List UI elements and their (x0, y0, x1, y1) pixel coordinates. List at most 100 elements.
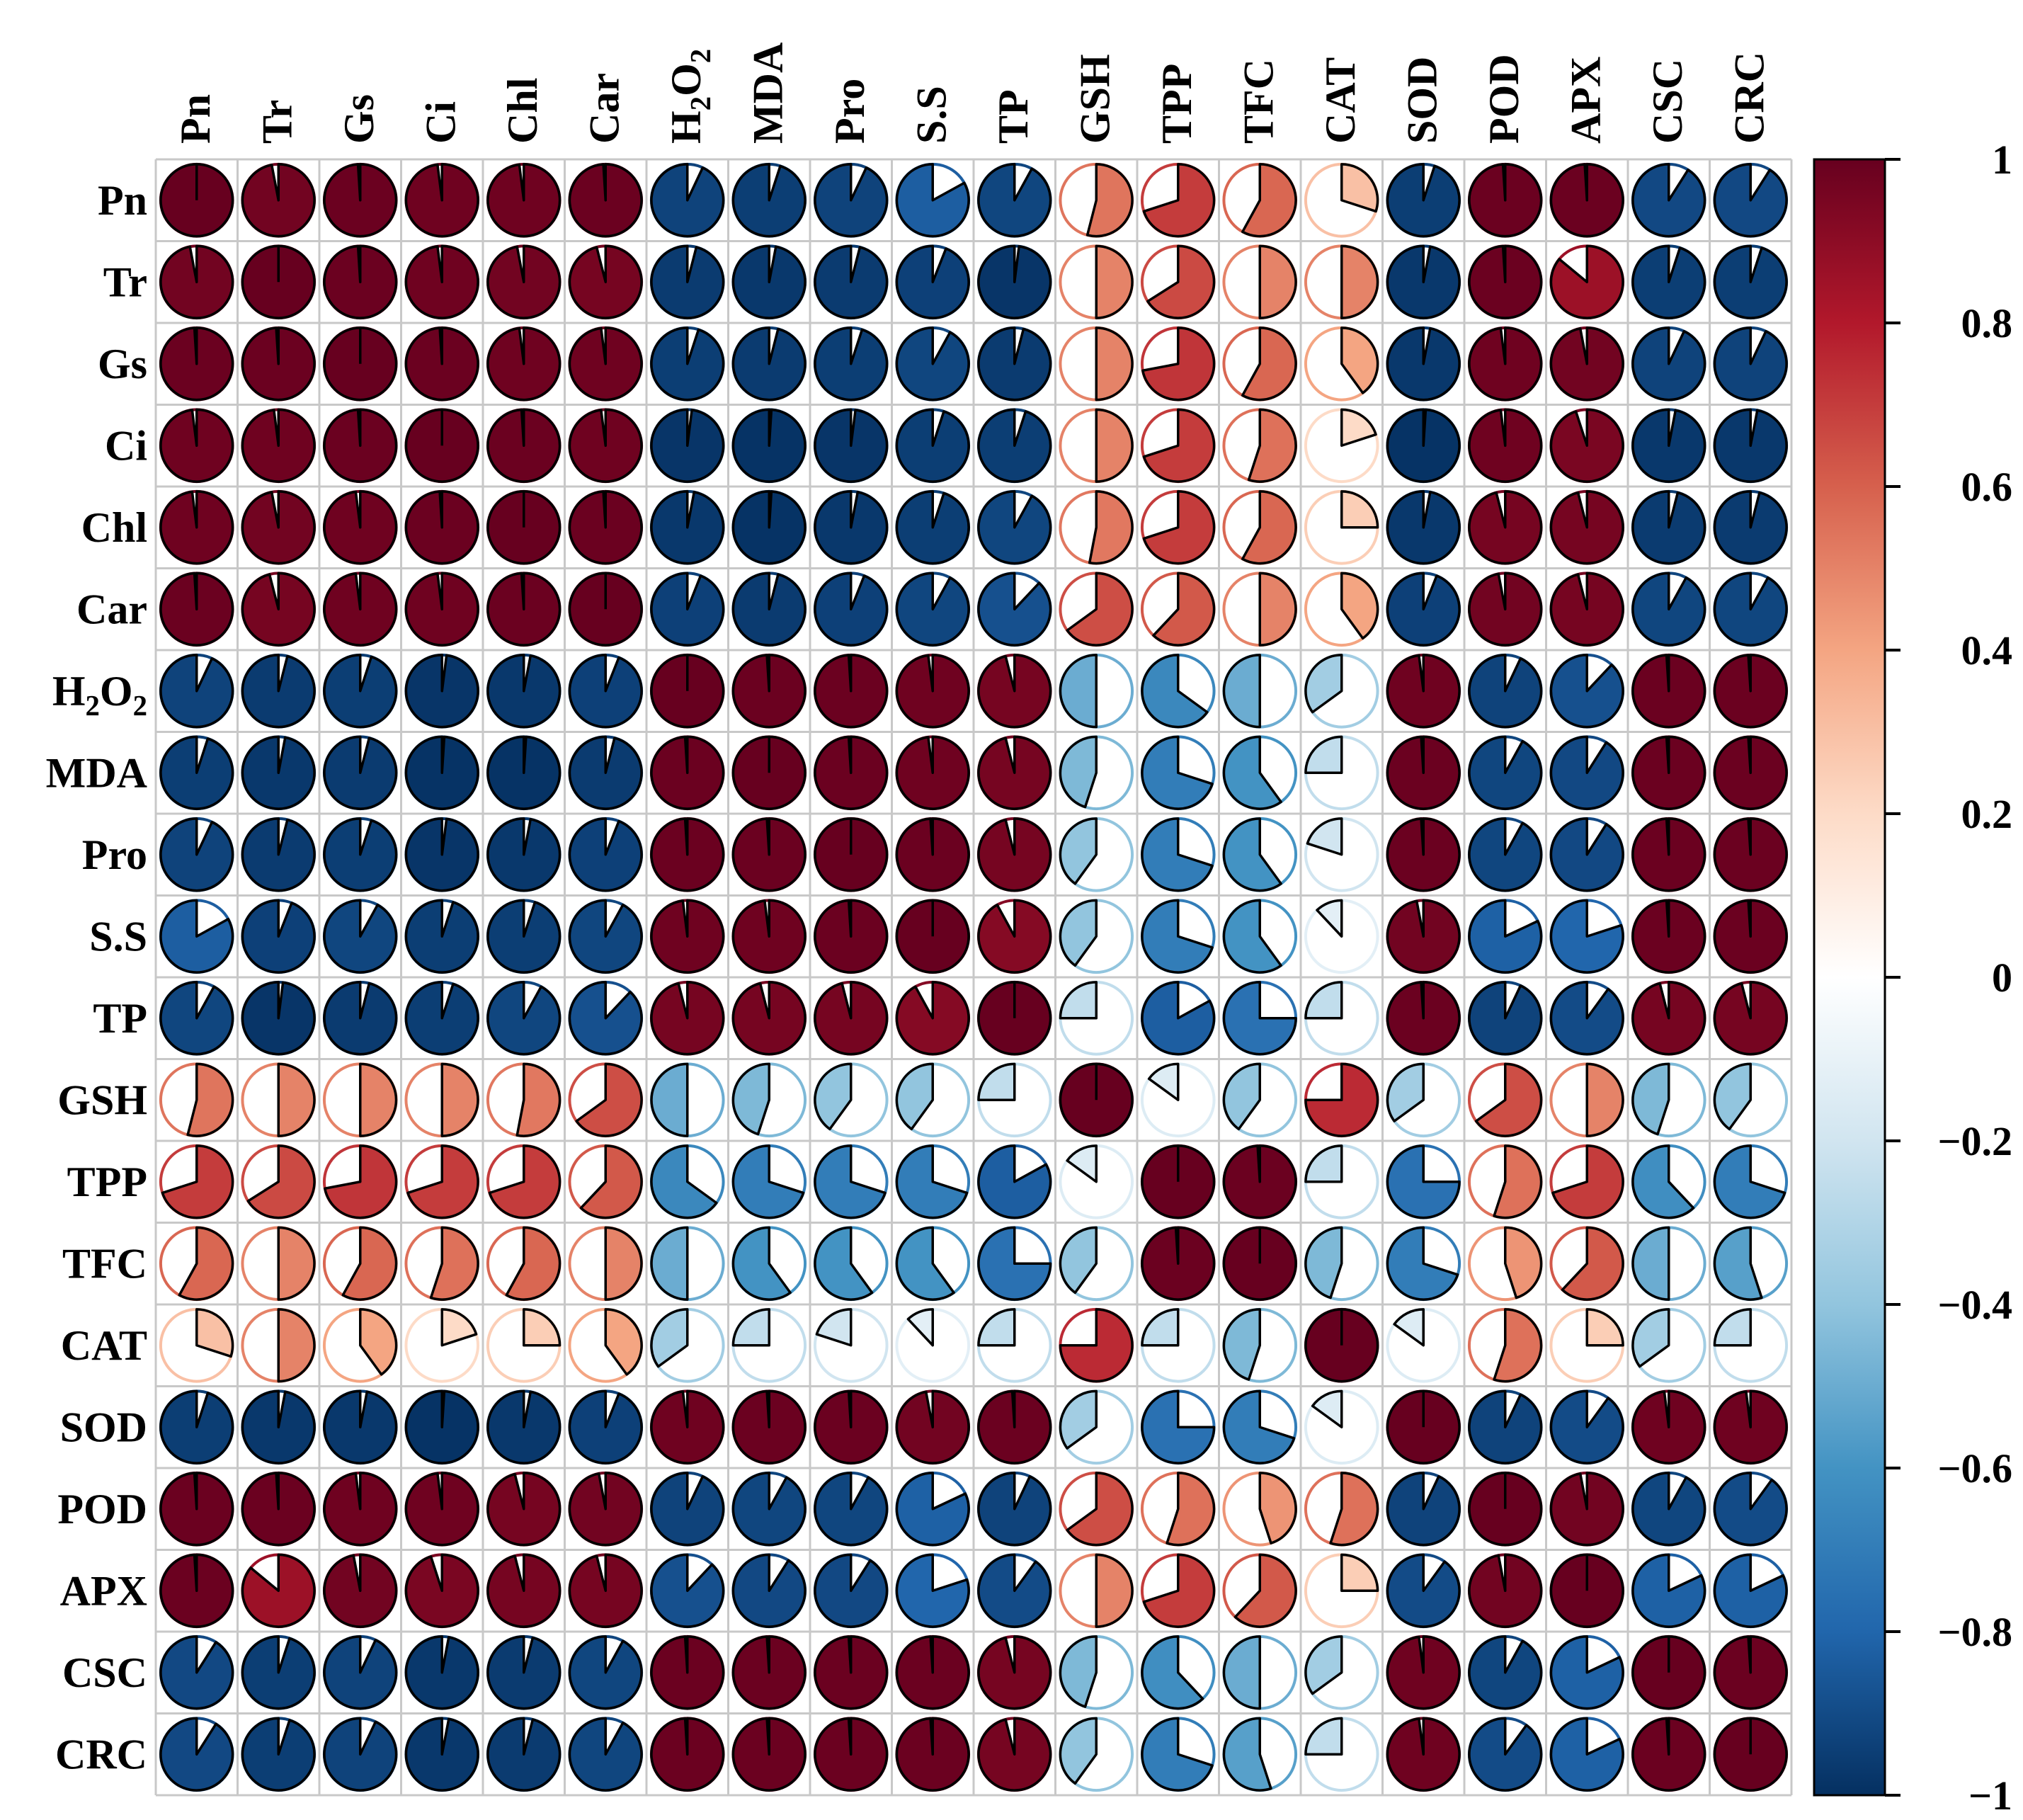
pie-cell-H2O2-CSC (1631, 653, 1706, 729)
pie-wedge (159, 1389, 234, 1464)
pie-cell-GSH-CSC (1631, 1062, 1706, 1138)
pie-cell-TFC-POD (1467, 1226, 1543, 1302)
pie-cell-H2O2-TP (976, 653, 1052, 729)
pie-cell-SOD-Chl (486, 1389, 562, 1465)
pie-wedge (977, 1553, 1052, 1628)
pie-wedge (1147, 1062, 1180, 1101)
pie-wedge (1059, 1226, 1098, 1295)
pie-wedge (1713, 244, 1788, 319)
pie-wedge (404, 1472, 479, 1547)
pie-wedge (1304, 981, 1343, 1020)
pie-cell-H2O2-TPP (1140, 653, 1216, 729)
pie-cell-Pro-S.S (895, 817, 971, 892)
pie-cell-Car-SOD (1386, 571, 1461, 647)
pie-cell-POD-Gs (322, 1471, 398, 1547)
pie-wedge (1631, 244, 1706, 319)
pie-wedge (1386, 817, 1461, 892)
pie-cell-S.S-TPP (1140, 899, 1216, 974)
pie-cell-TP-POD (1467, 980, 1543, 1056)
pie-wedge (159, 244, 234, 319)
pie-cell-TP-Ci (404, 980, 480, 1056)
pie-cell-Tr-S.S (895, 244, 971, 320)
pie-cell-APX-SOD (1386, 1553, 1461, 1629)
pie-wedge (486, 326, 562, 402)
pie-wedge (323, 654, 398, 729)
pie-wedge (515, 1062, 562, 1137)
pie-wedge (277, 1226, 316, 1301)
pie-wedge (1549, 408, 1624, 483)
pie-wedge (1258, 571, 1297, 647)
pie-wedge (486, 1635, 562, 1710)
pie-cell-Pro-Chl (486, 817, 562, 892)
pie-wedge (650, 326, 725, 402)
pie-cell-Pro-MDA (731, 817, 807, 892)
pie-cell-Chl-S.S (895, 489, 971, 565)
pie-wedge (241, 1389, 316, 1464)
pie-cell-Pn-CSC (1631, 162, 1706, 238)
pie-cell-GSH-Car (568, 1062, 644, 1138)
pie-cell-Chl-GSH (1059, 489, 1134, 565)
pie-wedge (650, 1717, 725, 1792)
pie-cell-POD-H2O2 (649, 1471, 725, 1547)
pie-wedge (1549, 899, 1624, 974)
pie-wedge (895, 1635, 970, 1710)
pie-cell-Tr-POD (1467, 244, 1543, 320)
pie-wedge (650, 1062, 689, 1137)
pie-wedge (895, 1389, 970, 1464)
pie-wedge (1386, 654, 1461, 729)
pie-wedge (650, 1308, 689, 1368)
pie-wedge (1166, 1472, 1216, 1547)
pie-wedge (241, 1472, 316, 1547)
pie-cell-CSC-SOD (1386, 1634, 1461, 1710)
pie-cell-Ci-Car (568, 408, 644, 484)
pie-cell-Pro-TP (976, 817, 1052, 892)
pie-wedge (440, 1062, 479, 1137)
pie-wedge (324, 1144, 398, 1219)
pie-wedge (1222, 1062, 1261, 1131)
pie-cell-S.S-Gs (322, 899, 398, 974)
pie-cell-TPP-Tr (241, 1144, 317, 1219)
pie-wedge (241, 163, 316, 238)
pie-wedge (359, 1308, 398, 1376)
pie-cell-Pro-TPP (1140, 817, 1216, 892)
pie-wedge (1549, 244, 1624, 319)
pie-cell-CRC-Car (568, 1717, 644, 1792)
pie-cell-H2O2-TFC (1222, 653, 1298, 729)
pie-wedge (1631, 1717, 1706, 1792)
pie-wedge (568, 1553, 643, 1628)
pie-cell-TPP-Gs (322, 1144, 398, 1219)
pie-wedge (1095, 326, 1134, 402)
pie-cell-CRC-Pro (813, 1717, 889, 1792)
pie-cell-TPP-Ci (404, 1144, 480, 1219)
pie-cell-POD-Pn (159, 1471, 234, 1547)
pie-cell-POD-Tr (241, 1471, 317, 1547)
pie-wedge (977, 735, 1052, 810)
pie-wedge (1141, 817, 1214, 892)
pie-wedge (650, 1553, 725, 1628)
pie-wedge (1059, 1635, 1098, 1708)
pie-cell-GSH-GSH (1059, 1062, 1134, 1138)
pie-wedge (1549, 1472, 1624, 1547)
pie-cell-GSH-Pro (813, 1062, 889, 1138)
pie-cell-APX-POD (1467, 1553, 1543, 1629)
pie-wedge (1059, 654, 1098, 729)
row-label: Pro (82, 831, 147, 878)
pie-wedge (1504, 1226, 1543, 1299)
grid (154, 158, 1793, 1797)
pie-wedge (1468, 1635, 1543, 1710)
pie-cell-TFC-Chl (486, 1226, 562, 1302)
pie-wedge (1386, 1062, 1425, 1122)
pie-wedge (241, 817, 316, 892)
pie-wedge (1095, 1553, 1134, 1628)
pie-cell-APX-TFC (1222, 1553, 1298, 1629)
pie-cell-CAT-MDA (731, 1307, 807, 1383)
pie-wedge (1468, 735, 1543, 810)
pie-cell-H2O2-H2O2 (649, 653, 725, 729)
pie-wedge (1631, 654, 1706, 729)
row-label: Tr (103, 258, 147, 305)
pie-wedge (1142, 408, 1216, 483)
pie-cell-CAT-Tr (241, 1307, 317, 1383)
pie-cell-S.S-APX (1549, 899, 1625, 974)
pie-cell-Car-Chl (486, 571, 562, 647)
